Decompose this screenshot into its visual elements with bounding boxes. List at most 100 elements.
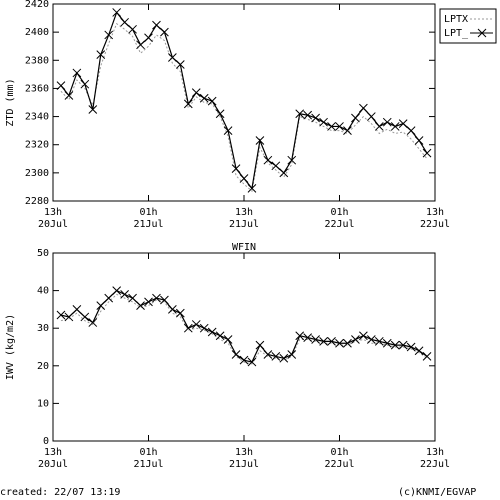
y-tick-label: 2280 [25,196,49,207]
point-marker [207,327,217,337]
point-marker [319,117,328,127]
point-marker [120,290,129,299]
point-marker [366,112,376,121]
point-marker [160,27,169,37]
point-marker [239,174,249,183]
x-tick-label: 13h 21Jul [228,207,260,230]
point-marker [144,33,153,43]
point-marker [319,337,328,346]
y-tick-label: 50 [37,248,49,259]
point-marker [191,88,201,98]
x-tick-label: 01h 21Jul [133,447,164,470]
point-marker [279,168,289,178]
x-tick-label: 01h 22Jul [324,207,355,230]
point-marker [104,293,114,303]
y-tick-label: 0 [43,436,49,447]
point-marker [390,340,400,350]
point-marker [351,113,360,123]
point-marker [255,136,265,145]
point-marker [287,350,297,359]
point-marker [382,117,392,127]
point-marker [271,161,281,171]
point-marker [398,340,408,350]
point-marker [168,53,177,62]
point-marker [215,331,225,341]
series-line [60,11,428,190]
point-marker [382,338,392,348]
point-marker [168,305,177,314]
x-tick-label: 13h 21Jul [228,447,260,470]
point-marker [422,352,432,361]
y-tick-label: 2360 [25,83,49,94]
point-marker [175,308,185,318]
point-marker [175,60,185,69]
x-tick-label: 13h 22Jul [419,447,451,470]
y-tick-label: 20 [37,361,49,372]
y-tick-label: 2420 [25,0,49,10]
point-marker [64,91,74,100]
point-marker [128,24,137,34]
point-marker [183,323,193,333]
y-tick-label: 30 [37,323,49,334]
point-marker [343,338,352,348]
point-marker [88,318,98,327]
point-marker [327,337,336,346]
point-marker [247,357,257,367]
series-line [60,293,428,365]
point-marker [359,103,368,113]
point-marker [406,342,416,352]
point-marker [136,40,145,50]
point-marker [80,79,90,89]
point-marker [366,335,376,344]
point-marker [64,312,74,322]
y-tick-label: 2340 [25,112,49,123]
point-marker [112,8,122,17]
point-marker [128,293,137,303]
point-marker [152,20,161,30]
point-marker [80,312,90,322]
point-marker [199,93,209,103]
series-line [60,289,428,363]
point-marker [112,286,122,295]
point-marker [414,136,424,145]
y-tick-label: 40 [37,286,49,297]
legend-box [439,8,497,44]
point-marker [120,17,129,27]
point-marker [96,50,106,60]
point-marker [406,126,416,135]
x-tick-label: 13h 22Jul [419,207,451,230]
point-marker [223,335,233,344]
point-marker [335,338,344,348]
x-tick-label: 13h 20Jul [37,207,69,230]
point-marker [295,109,305,119]
point-marker [136,301,145,310]
point-marker [311,113,320,123]
y-axis-label: IWV (kg/m2) [5,314,16,380]
point-marker [374,122,384,131]
y-tick-label: 10 [37,398,49,409]
point-marker [56,310,66,320]
point-marker [295,331,305,341]
point-marker [351,335,360,344]
x-tick-label: 13h 20Jul [37,447,69,470]
series-line [60,22,428,193]
credit-label: (c)KNMI/EGVAP [398,487,477,498]
point-marker [104,30,114,40]
created-label: created: 22/07 13:19 [0,487,121,498]
point-marker [263,350,273,359]
point-marker [303,110,313,120]
y-tick-label: 2320 [25,140,49,151]
chart-title: WFIN [232,242,256,253]
point-marker [152,293,161,303]
point-marker [374,337,384,346]
point-marker [231,164,241,173]
plot-frame [52,252,436,442]
point-marker [96,301,106,310]
point-marker [303,333,313,342]
point-marker [207,96,217,106]
point-marker [335,122,344,131]
legend-marker [477,28,487,38]
point-marker [422,148,432,158]
y-tick-label: 2380 [25,55,49,66]
